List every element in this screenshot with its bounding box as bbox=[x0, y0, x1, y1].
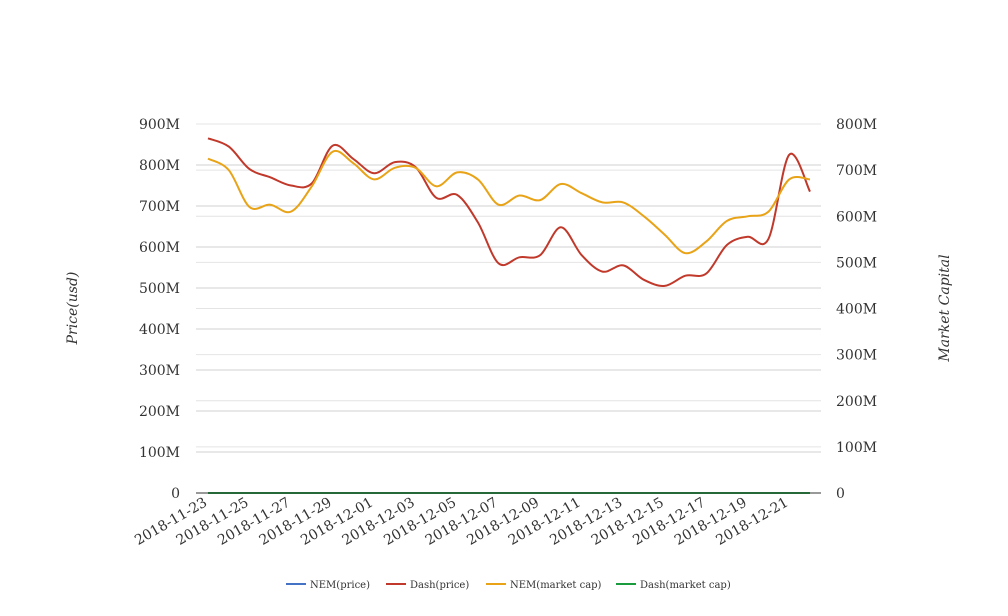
legend-label-dash-price: Dash(price) bbox=[410, 580, 469, 591]
y-left-tick-label: 400M bbox=[139, 322, 180, 338]
y-axis-right-ticks: 0 100M 200M 300M 400M 500M 600M 700M 800M bbox=[836, 117, 877, 502]
x-axis-ticks: 2018-11-232018-11-252018-11-272018-11-29… bbox=[132, 495, 791, 549]
y-axis-left-title: Price(usd) bbox=[65, 272, 81, 346]
y-left-tick-label: 100M bbox=[139, 445, 180, 461]
legend-label-nem-market-cap: NEM(market cap) bbox=[510, 580, 602, 591]
y-axis-right-title: Market Capital bbox=[937, 254, 953, 362]
y-left-tick-label: 900M bbox=[139, 117, 180, 133]
y-right-tick-label: 0 bbox=[836, 486, 845, 502]
series-line-nem-market-cap bbox=[207, 149, 811, 255]
y-left-tick-label: 300M bbox=[139, 363, 180, 379]
y-right-tick-label: 100M bbox=[836, 440, 877, 456]
y-right-tick-label: 400M bbox=[836, 302, 877, 318]
y-left-tick-label: 600M bbox=[139, 240, 180, 256]
y-right-tick-label: 200M bbox=[836, 394, 877, 410]
gridlines bbox=[196, 123, 821, 453]
y-left-tick-label: 0 bbox=[171, 486, 180, 502]
y-right-tick-label: 800M bbox=[836, 117, 877, 133]
series-line-dash-price bbox=[207, 137, 811, 287]
y-right-tick-label: 500M bbox=[836, 255, 877, 271]
legend-label-dash-market-cap: Dash(market cap) bbox=[640, 580, 731, 591]
y-axis-left-ticks: 0 100M 200M 300M 400M 500M 600M 700M 800M 900M bbox=[139, 117, 180, 502]
y-left-tick-label: 800M bbox=[139, 158, 180, 174]
y-left-tick-label: 500M bbox=[139, 281, 180, 297]
series-lines bbox=[207, 137, 811, 495]
legend: NEM(price) Dash(price) NEM(market cap) Dash… bbox=[286, 580, 731, 591]
y-right-tick-label: 600M bbox=[836, 209, 877, 225]
legend-label-nem-price: NEM(price) bbox=[310, 580, 370, 591]
y-left-tick-label: 200M bbox=[139, 404, 180, 420]
y-left-tick-label: 700M bbox=[139, 199, 180, 215]
y-right-tick-label: 300M bbox=[836, 348, 877, 364]
y-right-tick-label: 700M bbox=[836, 163, 877, 179]
